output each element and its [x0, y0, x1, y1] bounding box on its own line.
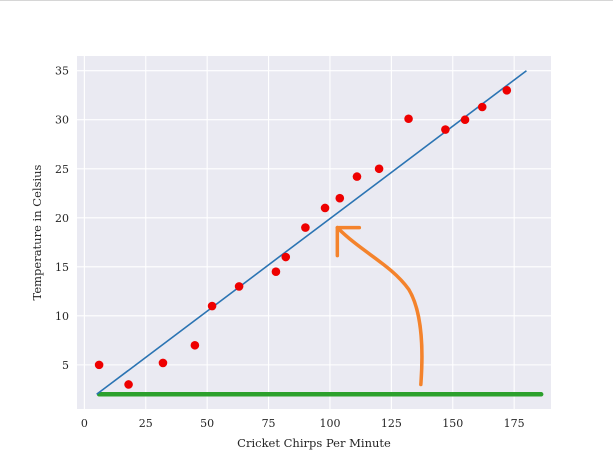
data-point [281, 252, 291, 262]
annotation-arrow [335, 225, 424, 387]
data-point [207, 301, 217, 311]
x-tick-label: 125 [381, 417, 402, 430]
data-point [124, 380, 133, 389]
data-point [335, 193, 345, 203]
y-tick-label: 35 [55, 65, 69, 78]
x-axis-ticks: 0 25 50 75 100 125 150 175 [81, 417, 525, 430]
y-tick-label: 15 [55, 261, 69, 274]
x-tick-label: 100 [319, 417, 340, 430]
window-top-border [0, 0, 613, 1]
grid-lines [77, 56, 551, 409]
data-point [460, 115, 470, 125]
data-point [477, 102, 487, 112]
y-tick-label: 10 [55, 310, 69, 323]
y-axis-label: Temperature in Celsius [30, 164, 44, 300]
y-tick-label: 25 [55, 163, 69, 176]
data-point [158, 358, 168, 368]
fit-line [96, 70, 527, 395]
data-point [190, 340, 200, 350]
data-point [320, 203, 330, 213]
x-tick-label: 0 [81, 417, 88, 430]
y-tick-label: 20 [55, 212, 69, 225]
y-tick-label: 5 [62, 359, 69, 372]
data-point [94, 360, 104, 370]
y-tick-label: 30 [55, 114, 69, 127]
data-point [352, 172, 362, 181]
x-axis-label: Cricket Chirps Per Minute [237, 436, 391, 450]
x-tick-label: 75 [262, 417, 276, 430]
data-point [271, 267, 281, 277]
data-point [441, 125, 450, 134]
y-axis-ticks: 5 10 15 20 25 30 35 [55, 65, 69, 372]
data-point [374, 164, 384, 174]
data-point [301, 223, 310, 232]
data-point [234, 282, 244, 291]
x-tick-label: 50 [200, 417, 214, 430]
x-tick-label: 25 [139, 417, 153, 430]
annotation-arrow-head [335, 225, 362, 258]
x-tick-label: 175 [504, 417, 525, 430]
data-layer [94, 70, 544, 397]
data-point [404, 114, 413, 124]
data-point [502, 86, 512, 95]
x-tick-label: 150 [442, 417, 463, 430]
